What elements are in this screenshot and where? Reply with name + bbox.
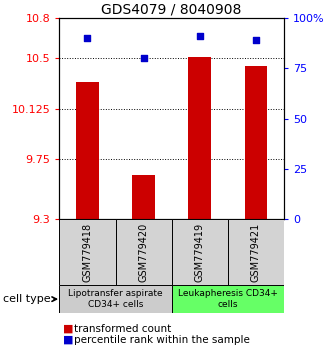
Bar bbox=[59, 219, 116, 285]
Point bbox=[141, 55, 146, 61]
Bar bbox=[172, 219, 228, 285]
Text: GSM779420: GSM779420 bbox=[139, 223, 148, 282]
Text: ■: ■ bbox=[63, 324, 73, 333]
Bar bbox=[59, 285, 172, 313]
Text: cell type: cell type bbox=[3, 294, 51, 304]
Text: GSM779419: GSM779419 bbox=[195, 223, 205, 282]
Bar bbox=[115, 219, 172, 285]
Text: transformed count: transformed count bbox=[74, 324, 172, 333]
Bar bbox=[132, 175, 155, 219]
Title: GDS4079 / 8040908: GDS4079 / 8040908 bbox=[101, 2, 242, 17]
Bar bbox=[172, 285, 284, 313]
Text: Leukapheresis CD34+
cells: Leukapheresis CD34+ cells bbox=[178, 290, 278, 309]
Bar bbox=[228, 219, 284, 285]
Text: GSM779421: GSM779421 bbox=[251, 223, 261, 282]
Point bbox=[85, 35, 90, 41]
Bar bbox=[245, 66, 267, 219]
Point bbox=[197, 33, 202, 39]
Bar bbox=[76, 82, 99, 219]
Text: ■: ■ bbox=[63, 335, 73, 345]
Text: GSM779418: GSM779418 bbox=[82, 223, 92, 282]
Text: Lipotransfer aspirate
CD34+ cells: Lipotransfer aspirate CD34+ cells bbox=[68, 290, 163, 309]
Bar bbox=[188, 57, 211, 219]
Text: percentile rank within the sample: percentile rank within the sample bbox=[74, 335, 250, 345]
Point bbox=[253, 37, 258, 43]
